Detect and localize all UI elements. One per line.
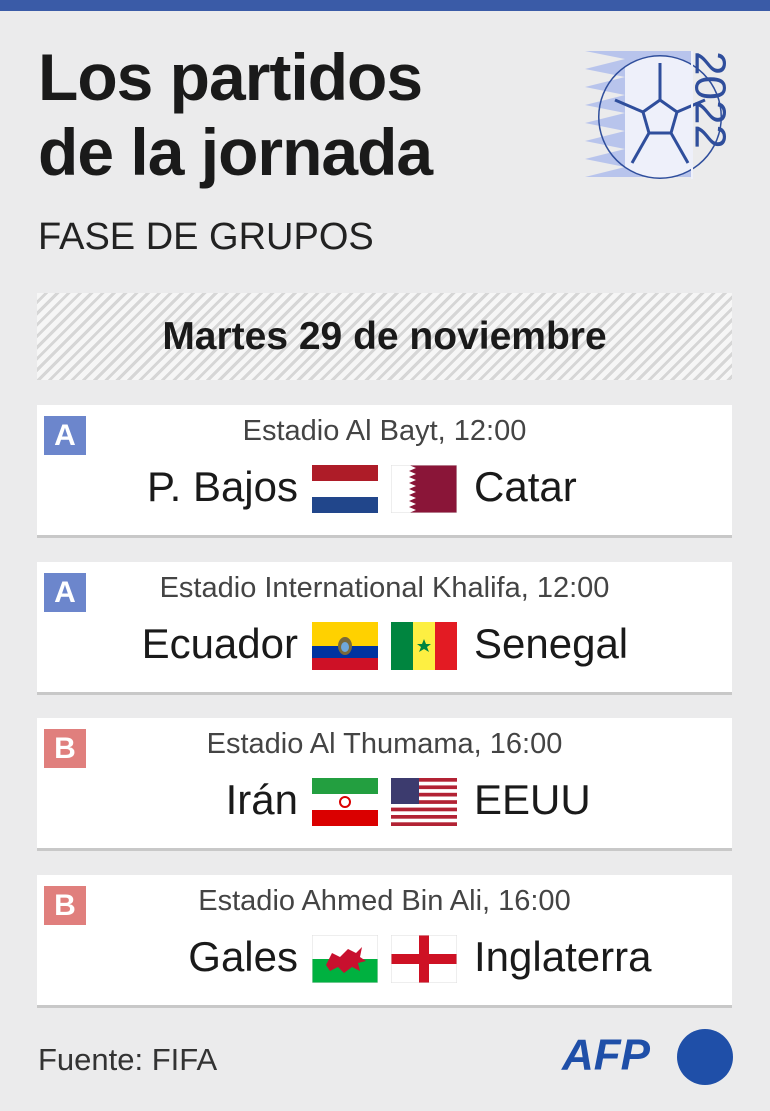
venue: Estadio Ahmed Bin Ali, 16:00 — [198, 885, 571, 917]
away-team: Catar — [474, 463, 577, 510]
away-team: Inglaterra — [474, 933, 652, 980]
top-bar — [0, 0, 770, 11]
group-badge: A — [44, 416, 86, 455]
away-team: Senegal — [474, 620, 629, 667]
home-team: Irán — [225, 776, 298, 823]
group-badge: B — [44, 729, 86, 768]
flag — [312, 935, 378, 983]
venue: Estadio Al Thumama, 16:00 — [206, 728, 563, 760]
title-line: de la jornada — [38, 115, 433, 189]
match-card: B Estadio Ahmed Bin Ali, 16:00 Gales Ing… — [37, 875, 732, 1008]
date: Martes 29 de noviembre — [37, 293, 732, 380]
home-team: P. Bajos — [147, 463, 298, 510]
flag — [391, 465, 457, 513]
match-card: B Estadio Al Thumama, 16:00 Irán EEUU — [37, 718, 732, 851]
subtitle: FASE DE GRUPOS — [38, 216, 374, 258]
flag — [391, 935, 457, 983]
away-team: EEUU — [474, 776, 591, 823]
match-card: A Estadio Al Bayt, 12:00 P. Bajos Catar — [37, 405, 732, 538]
venue: Estadio Al Bayt, 12:00 — [242, 415, 527, 447]
source: Fuente: FIFA — [38, 1042, 218, 1077]
logo-year: 2022 — [685, 51, 734, 149]
group-badge: A — [44, 573, 86, 612]
home-team: Gales — [188, 933, 298, 980]
flag — [312, 622, 378, 670]
title-line: Los partidos — [38, 40, 423, 114]
afp-logo: AFP — [561, 1029, 733, 1085]
group-badge: B — [44, 886, 86, 925]
venue: Estadio International Khalifa, 12:00 — [159, 572, 610, 604]
wc-logo: 2022 — [585, 51, 734, 179]
match-card: A Estadio International Khalifa, 12:00 E… — [37, 562, 732, 695]
afp-text: AFP — [561, 1031, 651, 1080]
flag — [391, 778, 457, 826]
flag — [312, 465, 378, 513]
home-team: Ecuador — [141, 620, 298, 667]
flag — [391, 622, 457, 670]
flag — [312, 778, 378, 826]
